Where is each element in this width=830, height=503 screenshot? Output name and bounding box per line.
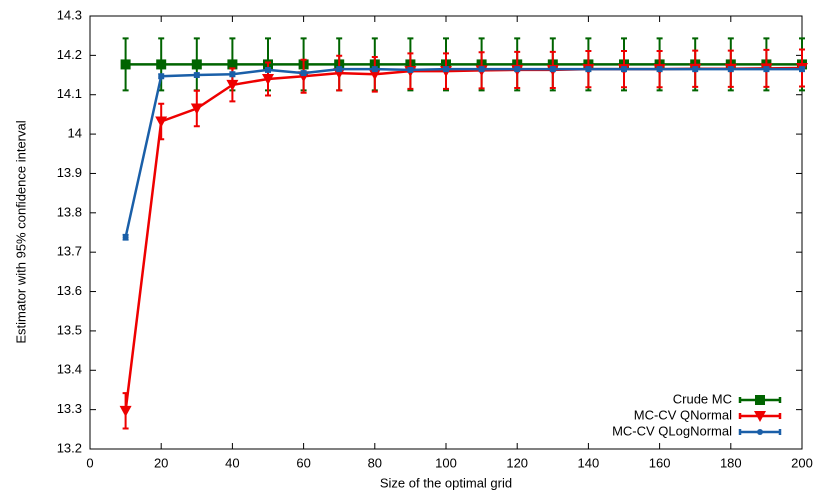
x-tick-label: 20 [154,455,168,470]
marker [478,66,485,73]
marker [158,73,165,80]
x-tick-label: 80 [368,455,382,470]
marker [799,66,805,73]
x-tick-label: 40 [225,455,239,470]
marker [193,72,200,79]
legend-marker [754,411,766,422]
y-tick-label: 14 [68,126,82,141]
marker [692,66,699,73]
x-tick-label: 180 [720,455,742,470]
y-tick-label: 14.1 [57,86,82,101]
marker [190,103,203,115]
marker [371,66,378,73]
marker [226,79,239,91]
y-tick-label: 13.3 [57,401,82,416]
marker [514,66,521,73]
marker [262,73,274,85]
x-tick-label: 100 [435,455,457,470]
marker [155,116,168,128]
marker [549,66,556,73]
marker [229,71,236,78]
marker [120,59,131,70]
y-tick-label: 13.6 [57,283,82,298]
x-tick-label: 200 [791,455,813,470]
marker [191,59,202,70]
marker [763,66,770,73]
legend-marker [757,429,763,435]
y-tick-label: 13.9 [57,165,82,180]
y-tick-label: 13.8 [57,204,82,219]
marker [300,70,307,77]
marker [656,66,663,73]
marker [336,66,343,73]
marker [407,66,414,73]
x-tick-label: 120 [506,455,528,470]
y-tick-label: 13.2 [57,440,82,455]
marker [265,66,271,73]
marker [621,66,627,73]
marker [156,59,167,70]
series-line [124,67,802,238]
legend-label: MC-CV QLogNormal [612,423,732,438]
x-tick-label: 140 [578,455,600,470]
marker [119,405,132,417]
y-tick-label: 13.4 [57,362,82,377]
marker [443,66,449,73]
marker [227,59,238,70]
legend-label: Crude MC [673,391,732,406]
y-tick-label: 14.2 [57,47,82,62]
x-tick-label: 60 [296,455,310,470]
y-axis-label: Estimator with 95% confidence interval [13,120,28,343]
x-axis-label: Size of the optimal grid [380,475,512,490]
series-line [124,66,803,411]
y-tick-label: 14.3 [57,7,82,22]
x-tick-label: 0 [86,455,93,470]
y-tick-label: 13.5 [57,322,82,337]
marker [585,66,592,73]
legend-label: MC-CV QNormal [634,407,732,422]
x-tick-label: 160 [649,455,671,470]
marker [727,66,734,73]
y-tick-label: 13.7 [57,244,82,259]
legend-marker [755,395,765,405]
marker [122,234,129,241]
